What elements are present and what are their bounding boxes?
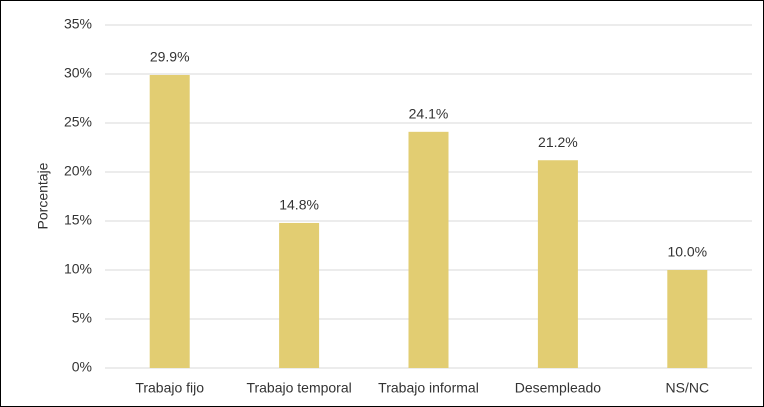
y-tick-label: 30% [64, 65, 92, 81]
data-label: 14.8% [279, 197, 319, 213]
data-label: 24.1% [409, 106, 449, 122]
y-tick-label: 0% [72, 359, 92, 375]
x-tick-label: Desempleado [515, 380, 602, 396]
bar [667, 270, 708, 368]
x-tick-label: NS/NC [666, 380, 710, 396]
bar [149, 74, 190, 368]
data-label: 29.9% [150, 49, 190, 65]
y-tick-label: 5% [72, 310, 92, 326]
y-tick-label: 35% [64, 16, 92, 32]
bar [537, 160, 578, 368]
y-tick-label: 15% [64, 212, 92, 228]
bar [408, 131, 449, 368]
data-label: 21.2% [538, 134, 578, 150]
x-tick-label: Trabajo informal [378, 380, 479, 396]
x-tick-label: Trabajo fijo [135, 380, 204, 396]
data-label: 10.0% [667, 244, 707, 260]
x-tick-label: Trabajo temporal [246, 380, 351, 396]
bar [279, 222, 320, 368]
y-tick-label: 20% [64, 163, 92, 179]
y-tick-label: 10% [64, 261, 92, 277]
y-tick-label: 25% [64, 114, 92, 130]
y-axis-label: Porcentaje [35, 162, 51, 229]
